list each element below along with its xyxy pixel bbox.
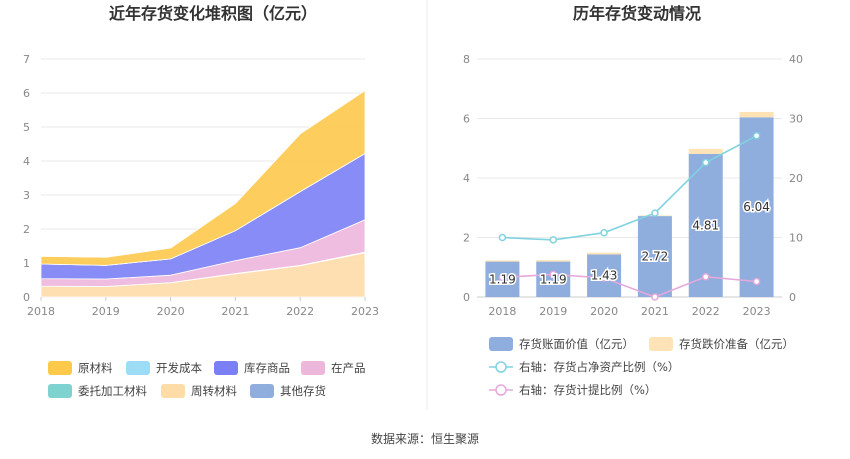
left-y-tick: 3 <box>23 189 30 202</box>
left-chart-axes: 0 1 2 3 4 5 6 7 2018 2019 2020 2021 2022 2023 <box>23 53 379 318</box>
bar-value-label: 2.72 <box>642 250 669 264</box>
right-chart-grid <box>477 58 782 298</box>
data-source: 数据来源：恒生聚源 <box>371 431 479 446</box>
ratio-point <box>549 236 557 244</box>
left-x-tick: 2023 <box>351 305 379 318</box>
left-y-tick: 7 <box>23 53 30 66</box>
left-y-tick: 1 <box>23 257 30 270</box>
provision-point <box>702 273 710 281</box>
bar-value-label: 4.81 <box>692 218 719 232</box>
bar-provision <box>739 111 774 118</box>
area-other <box>40 90 366 258</box>
right-x-tick: 2022 <box>692 305 720 318</box>
provision-point <box>752 277 761 286</box>
right-left-y-tick: 0 <box>463 291 470 304</box>
right-x-tick: 2019 <box>539 305 567 318</box>
right-chart-bars <box>485 111 774 297</box>
bar-book-value <box>536 261 571 297</box>
legend-label-provision: 存货跌价准备（亿元） <box>679 337 794 351</box>
bar-value-label: 1.19 <box>489 272 516 286</box>
bar-value-label: 6.04 <box>743 200 770 214</box>
left-y-tick: 4 <box>23 155 30 168</box>
legend-swatch-provision <box>649 337 673 351</box>
right-x-tick: 2018 <box>488 305 516 318</box>
legend-label-goods: 库存商品 <box>244 361 290 375</box>
right-left-y-tick: 4 <box>463 172 470 185</box>
bar-value-label: 1.19 <box>540 272 567 286</box>
provision-point <box>498 273 507 282</box>
left-chart-title: 近年存货变化堆积图（亿元） <box>109 4 317 23</box>
right-left-y-tick: 2 <box>463 232 470 245</box>
legend-swatch-wip <box>301 361 325 375</box>
provision-line <box>502 273 757 298</box>
right-right-y-tick: 0 <box>789 291 796 304</box>
legend-label-book-value: 存货账面价值（亿元） <box>519 337 634 351</box>
legend-swatch-raw <box>48 361 72 375</box>
left-y-tick: 0 <box>23 291 30 304</box>
legend-swatch-dev <box>126 361 150 375</box>
provision-point <box>651 293 659 301</box>
right-right-y-tick: 20 <box>789 172 803 185</box>
legend-swatch-goods <box>214 361 238 375</box>
left-y-tick: 6 <box>23 87 30 100</box>
legend-label-turnover: 周转材料 <box>191 384 237 398</box>
left-chart-areas <box>40 89 366 298</box>
legend-label-raw: 原材料 <box>78 361 113 375</box>
legend-marker-ratio <box>495 361 507 373</box>
left-x-tick: 2018 <box>27 305 55 318</box>
left-x-tick: 2019 <box>92 305 120 318</box>
ratio-point <box>498 233 507 242</box>
right-x-tick: 2020 <box>590 305 618 318</box>
bar-provision <box>485 260 520 262</box>
left-y-tick: 5 <box>23 121 30 134</box>
bar-value-label: 1.43 <box>591 269 618 283</box>
bar-book-value <box>637 216 672 297</box>
legend-swatch-book-value <box>489 337 513 351</box>
right-left-y-tick: 6 <box>463 113 470 126</box>
left-x-tick: 2020 <box>157 305 185 318</box>
right-left-y-tick: 8 <box>463 53 470 66</box>
legend-label-ratio: 右轴：存货占净资产比例（%） <box>519 360 679 374</box>
legend-label-dev: 开发成本 <box>156 361 202 375</box>
ratio-point <box>600 228 608 237</box>
legend-swatch-consign <box>48 384 72 398</box>
legend-marker-provision-ratio <box>495 384 507 396</box>
left-x-tick: 2021 <box>221 305 249 318</box>
legend-label-consign: 委托加工材料 <box>78 384 147 398</box>
provision-point <box>600 274 608 282</box>
ratio-point <box>651 209 659 217</box>
ratio-point <box>702 158 710 167</box>
left-y-tick: 2 <box>23 223 30 236</box>
right-right-y-tick: 30 <box>789 113 803 126</box>
right-right-y-tick: 10 <box>789 232 803 245</box>
ratio-line <box>502 135 757 241</box>
legend-swatch-turnover <box>161 384 185 398</box>
provision-point <box>549 270 557 279</box>
legend-label-provision-ratio: 右轴：存货计提比例（%） <box>519 383 656 397</box>
right-x-tick: 2021 <box>641 305 669 318</box>
right-x-tick: 2023 <box>743 305 771 318</box>
bar-provision <box>536 260 571 262</box>
ratio-point <box>752 132 761 140</box>
left-x-tick: 2022 <box>286 305 314 318</box>
legend-label-wip: 在产品 <box>331 361 366 375</box>
right-right-y-tick: 40 <box>789 53 803 66</box>
legend-label-other: 其他存货 <box>280 384 326 398</box>
right-chart-axes: 0 2 4 6 8 0 10 20 30 40 2018 2019 2020 2021 2022 2023 <box>463 53 803 318</box>
bar-book-value <box>739 117 774 297</box>
legend-swatch-other <box>250 384 274 398</box>
right-chart-legend: 存货账面价值（亿元） 存货跌价准备（亿元）右轴：存货占净资产比例（%） 右轴：存货计… <box>489 337 794 397</box>
right-chart-lines: 1.19 1.19 1.43 2.72 4.81 6.04 <box>488 132 771 301</box>
bar-provision <box>587 252 622 255</box>
right-chart-title: 历年存货变动情况 <box>573 4 701 23</box>
bar-provision <box>688 148 723 154</box>
